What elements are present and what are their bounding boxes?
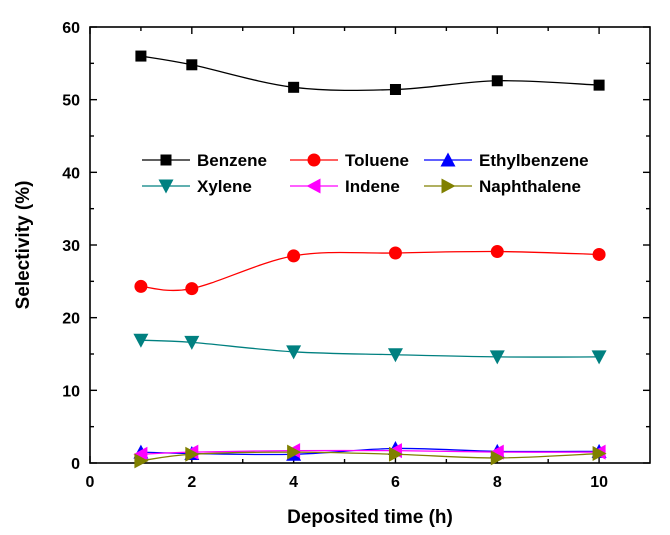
legend-marker-ethylbenzene (440, 152, 456, 167)
data-point-naphthalene (490, 450, 505, 466)
series-naphthalene (134, 444, 607, 469)
data-point-naphthalene (287, 444, 302, 460)
y-tick-label: 20 (62, 311, 80, 328)
data-point-naphthalene (388, 446, 403, 462)
data-point-toluene (134, 279, 148, 293)
data-point-benzene (288, 81, 300, 93)
legend-marker-xylene (158, 179, 174, 194)
plot-frame (89, 26, 651, 464)
legend-item-benzene: Benzene (142, 151, 267, 170)
legend-label-indene: Indene (345, 177, 400, 196)
y-axis-title: Selectivity (%) (13, 181, 34, 310)
series-line-toluene (140, 250, 600, 292)
y-tick-label: 30 (62, 238, 80, 255)
x-tick-label: 10 (590, 474, 608, 491)
data-point-xylene (133, 333, 149, 348)
legend-label-xylene: Xylene (197, 177, 252, 196)
legend-item-toluene: Toluene (290, 151, 409, 170)
legend-label-benzene: Benzene (197, 151, 267, 170)
series-line-benzene (140, 55, 600, 92)
data-point-benzene (389, 83, 401, 95)
series-toluene (134, 245, 606, 296)
series-xylene (133, 333, 607, 365)
data-point-toluene (287, 249, 301, 263)
x-tick-label: 0 (86, 474, 95, 491)
legend-item-xylene: Xylene (142, 177, 252, 196)
data-point-toluene (592, 247, 606, 261)
legend-marker-naphthalene (441, 178, 456, 194)
series-layer (133, 50, 607, 469)
legend-label-ethylbenzene: Ethylbenzene (479, 151, 589, 170)
data-point-benzene (135, 50, 147, 62)
legend-item-indene: Indene (290, 177, 400, 196)
y-tick-label: 50 (62, 93, 80, 110)
legend: Benzene Toluene Ethylbenzene Xylene Indene Na… (142, 151, 589, 196)
y-tick-label: 60 (62, 20, 80, 37)
data-point-toluene (490, 245, 504, 259)
data-point-benzene (186, 59, 198, 71)
data-point-toluene (185, 282, 199, 296)
legend-label-toluene: Toluene (345, 151, 409, 170)
y-tick-label: 40 (62, 165, 80, 182)
legend-marker-indene (306, 178, 321, 194)
data-point-toluene (388, 246, 402, 260)
legend-label-naphthalene: Naphthalene (479, 177, 581, 196)
legend-item-ethylbenzene: Ethylbenzene (424, 151, 589, 170)
legend-item-naphthalene: Naphthalene (424, 177, 581, 196)
x-tick-label: 6 (391, 474, 400, 491)
legend-marker-benzene (160, 154, 172, 166)
data-point-xylene (286, 345, 302, 360)
x-tick-label: 4 (289, 474, 298, 491)
y-tick-label: 10 (62, 383, 80, 400)
data-point-benzene (593, 79, 605, 91)
legend-marker-toluene (307, 153, 321, 167)
data-point-xylene (489, 350, 505, 365)
data-point-naphthalene (592, 446, 607, 462)
data-point-naphthalene (185, 446, 200, 462)
x-tick-label: 2 (187, 474, 196, 491)
data-point-benzene (491, 75, 503, 87)
x-tick-label: 8 (493, 474, 502, 491)
series-indene (133, 443, 606, 462)
x-axis-title: Deposited time (h) (287, 507, 453, 528)
data-point-xylene (387, 348, 403, 363)
data-point-indene (133, 446, 148, 462)
series-benzene (135, 50, 605, 95)
series-line-naphthalene (140, 451, 600, 462)
y-tick-label: 0 (71, 456, 80, 473)
data-point-xylene (184, 335, 200, 350)
data-point-naphthalene (134, 453, 149, 469)
data-point-xylene (591, 350, 607, 365)
series-line-xylene (140, 339, 600, 358)
